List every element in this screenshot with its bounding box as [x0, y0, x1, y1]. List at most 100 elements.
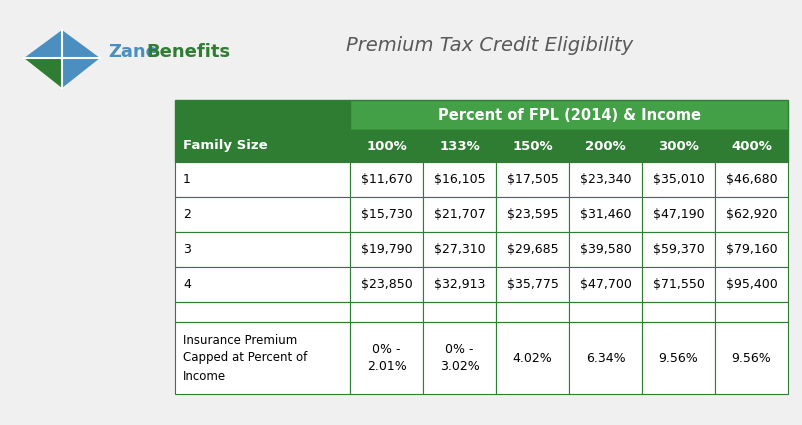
Bar [715, 267, 788, 302]
Text: 400%: 400% [731, 139, 772, 153]
Bar [642, 130, 715, 162]
Text: $47,190: $47,190 [653, 208, 704, 221]
Text: Family Size: Family Size [183, 139, 268, 153]
Bar [350, 197, 423, 232]
Text: 0% -
3.02%: 0% - 3.02% [439, 343, 480, 373]
Bar [569, 130, 642, 162]
Bar [175, 162, 350, 197]
Text: 2: 2 [183, 208, 191, 221]
Polygon shape [24, 30, 100, 58]
Text: $31,460: $31,460 [580, 208, 631, 221]
Bar [642, 197, 715, 232]
Bar [496, 197, 569, 232]
Bar [175, 232, 350, 267]
Text: 9.56%: 9.56% [731, 351, 772, 365]
Bar [569, 267, 642, 302]
Bar [350, 302, 423, 322]
Bar [350, 162, 423, 197]
Bar [715, 302, 788, 322]
Bar [350, 100, 788, 130]
Bar [642, 322, 715, 394]
Bar [715, 130, 788, 162]
Text: $32,913: $32,913 [434, 278, 485, 291]
Text: $16,105: $16,105 [434, 173, 485, 186]
Text: Benefits: Benefits [146, 43, 230, 61]
Bar [175, 302, 350, 322]
Text: $95,400: $95,400 [726, 278, 777, 291]
Text: $15,730: $15,730 [361, 208, 412, 221]
Bar [642, 232, 715, 267]
Text: Percent of FPL (2014) & Income: Percent of FPL (2014) & Income [438, 108, 700, 122]
Text: 150%: 150% [512, 139, 553, 153]
Text: $29,685: $29,685 [507, 243, 558, 256]
Bar [175, 197, 350, 232]
Text: $39,580: $39,580 [580, 243, 631, 256]
Text: $23,340: $23,340 [580, 173, 631, 186]
Text: $11,670: $11,670 [361, 173, 412, 186]
Text: $35,775: $35,775 [507, 278, 558, 291]
Bar [496, 267, 569, 302]
Text: 0% -
2.01%: 0% - 2.01% [367, 343, 407, 373]
Text: 4.02%: 4.02% [512, 351, 553, 365]
Bar [642, 162, 715, 197]
Bar [715, 232, 788, 267]
Bar [569, 302, 642, 322]
Text: $17,505: $17,505 [507, 173, 558, 186]
Bar [350, 232, 423, 267]
Bar [175, 322, 350, 394]
Bar [423, 232, 496, 267]
Bar [350, 322, 423, 394]
Bar [715, 162, 788, 197]
Bar [715, 197, 788, 232]
Bar [423, 197, 496, 232]
Bar [423, 322, 496, 394]
Bar [715, 322, 788, 394]
Text: $35,010: $35,010 [653, 173, 704, 186]
Text: $23,850: $23,850 [361, 278, 412, 291]
Text: 9.56%: 9.56% [658, 351, 699, 365]
Text: $23,595: $23,595 [507, 208, 558, 221]
Text: Insurance Premium
Capped at Percent of
Income: Insurance Premium Capped at Percent of I… [183, 334, 307, 382]
Bar [569, 197, 642, 232]
Bar [423, 267, 496, 302]
Polygon shape [24, 58, 62, 88]
Bar [496, 232, 569, 267]
Text: $59,370: $59,370 [653, 243, 704, 256]
Text: $79,160: $79,160 [726, 243, 777, 256]
Bar [496, 130, 569, 162]
Text: 200%: 200% [585, 139, 626, 153]
Text: $19,790: $19,790 [361, 243, 412, 256]
Bar [175, 100, 350, 130]
Text: 4: 4 [183, 278, 191, 291]
Bar [569, 322, 642, 394]
Bar [350, 267, 423, 302]
Text: Zane: Zane [108, 43, 158, 61]
Bar [175, 130, 350, 162]
Text: 100%: 100% [367, 139, 407, 153]
Bar [496, 162, 569, 197]
Text: 3: 3 [183, 243, 191, 256]
Bar [496, 322, 569, 394]
Text: $62,920: $62,920 [726, 208, 777, 221]
Bar [175, 267, 350, 302]
Bar [350, 130, 423, 162]
Text: $21,707: $21,707 [434, 208, 485, 221]
Bar [423, 302, 496, 322]
Bar [423, 130, 496, 162]
Bar [423, 162, 496, 197]
Text: $71,550: $71,550 [653, 278, 704, 291]
Bar [569, 162, 642, 197]
Text: 300%: 300% [658, 139, 699, 153]
Text: 1: 1 [183, 173, 191, 186]
Bar [496, 302, 569, 322]
Bar [642, 267, 715, 302]
Text: Premium Tax Credit Eligibility: Premium Tax Credit Eligibility [346, 36, 634, 54]
Text: 133%: 133% [439, 139, 480, 153]
Bar [642, 302, 715, 322]
Text: $47,700: $47,700 [580, 278, 631, 291]
Text: $46,680: $46,680 [726, 173, 777, 186]
Text: 6.34%: 6.34% [585, 351, 626, 365]
Polygon shape [62, 58, 100, 88]
Text: $27,310: $27,310 [434, 243, 485, 256]
Bar [569, 232, 642, 267]
